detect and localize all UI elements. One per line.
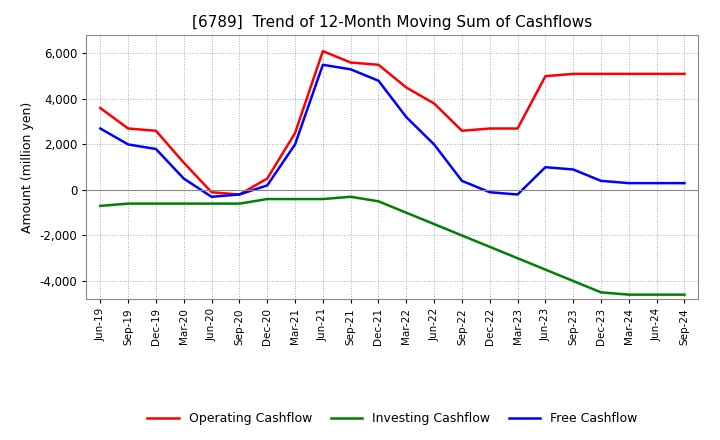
Operating Cashflow — [430, 101, 438, 106]
Free Cashflow — [569, 167, 577, 172]
Free Cashflow — [235, 192, 243, 197]
Investing Cashflow — [207, 201, 216, 206]
Investing Cashflow — [402, 210, 410, 215]
Free Cashflow — [485, 190, 494, 195]
Operating Cashflow — [291, 130, 300, 136]
Free Cashflow — [124, 142, 132, 147]
Free Cashflow — [652, 180, 661, 186]
Title: [6789]  Trend of 12-Month Moving Sum of Cashflows: [6789] Trend of 12-Month Moving Sum of C… — [192, 15, 593, 30]
Operating Cashflow — [124, 126, 132, 131]
Free Cashflow — [152, 147, 161, 152]
Investing Cashflow — [458, 233, 467, 238]
Free Cashflow — [430, 142, 438, 147]
Investing Cashflow — [263, 196, 271, 202]
Investing Cashflow — [624, 292, 633, 297]
Free Cashflow — [597, 178, 606, 183]
Operating Cashflow — [458, 128, 467, 133]
Investing Cashflow — [152, 201, 161, 206]
Operating Cashflow — [346, 60, 355, 65]
Operating Cashflow — [680, 71, 689, 77]
Free Cashflow — [680, 180, 689, 186]
Investing Cashflow — [569, 279, 577, 284]
Operating Cashflow — [624, 71, 633, 77]
Operating Cashflow — [96, 106, 104, 111]
Free Cashflow — [541, 165, 550, 170]
Free Cashflow — [318, 62, 327, 67]
Investing Cashflow — [96, 203, 104, 209]
Investing Cashflow — [485, 244, 494, 249]
Operating Cashflow — [569, 71, 577, 77]
Investing Cashflow — [680, 292, 689, 297]
Free Cashflow — [458, 178, 467, 183]
Free Cashflow — [263, 183, 271, 188]
Operating Cashflow — [513, 126, 522, 131]
Operating Cashflow — [318, 48, 327, 54]
Investing Cashflow — [541, 267, 550, 272]
Investing Cashflow — [179, 201, 188, 206]
Investing Cashflow — [291, 196, 300, 202]
Investing Cashflow — [235, 201, 243, 206]
Free Cashflow — [513, 192, 522, 197]
Operating Cashflow — [235, 192, 243, 197]
Line: Free Cashflow: Free Cashflow — [100, 65, 685, 197]
Free Cashflow — [207, 194, 216, 199]
Operating Cashflow — [402, 85, 410, 90]
Investing Cashflow — [430, 221, 438, 227]
Free Cashflow — [291, 142, 300, 147]
Free Cashflow — [346, 67, 355, 72]
Operating Cashflow — [541, 73, 550, 79]
Operating Cashflow — [207, 190, 216, 195]
Legend: Operating Cashflow, Investing Cashflow, Free Cashflow: Operating Cashflow, Investing Cashflow, … — [143, 407, 642, 430]
Investing Cashflow — [652, 292, 661, 297]
Operating Cashflow — [597, 71, 606, 77]
Free Cashflow — [624, 180, 633, 186]
Operating Cashflow — [485, 126, 494, 131]
Free Cashflow — [402, 114, 410, 120]
Investing Cashflow — [318, 196, 327, 202]
Investing Cashflow — [597, 290, 606, 295]
Free Cashflow — [374, 78, 383, 83]
Investing Cashflow — [374, 199, 383, 204]
Line: Operating Cashflow: Operating Cashflow — [100, 51, 685, 194]
Investing Cashflow — [124, 201, 132, 206]
Operating Cashflow — [263, 176, 271, 181]
Investing Cashflow — [346, 194, 355, 199]
Operating Cashflow — [179, 160, 188, 165]
Investing Cashflow — [513, 256, 522, 261]
Operating Cashflow — [152, 128, 161, 133]
Operating Cashflow — [652, 71, 661, 77]
Y-axis label: Amount (million yen): Amount (million yen) — [21, 102, 34, 233]
Operating Cashflow — [374, 62, 383, 67]
Free Cashflow — [96, 126, 104, 131]
Line: Investing Cashflow: Investing Cashflow — [100, 197, 685, 295]
Free Cashflow — [179, 176, 188, 181]
